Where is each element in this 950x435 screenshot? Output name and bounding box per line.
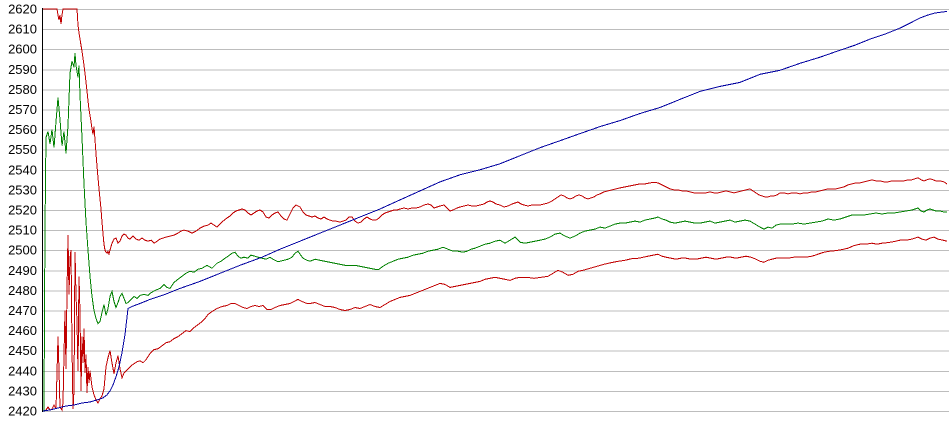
y-axis-label: 2510 [8,223,37,238]
y-axis-label: 2450 [8,343,37,358]
y-axis-label: 2420 [8,404,37,419]
y-axis-label: 2580 [8,82,37,97]
y-axis-label: 2520 [8,203,37,218]
y-axis-label: 2490 [8,263,37,278]
y-axis-label: 2430 [8,383,37,398]
y-axis-label: 2460 [8,323,37,338]
series-upper-band-line [43,8,948,256]
y-axis-label: 2560 [8,122,37,137]
y-axis-label: 2540 [8,162,37,177]
series-lower-band-line [43,235,948,412]
y-axis-label: 2500 [8,243,37,258]
y-axis-label: 2620 [8,2,37,17]
y-axis-label: 2610 [8,22,37,37]
y-axis-label: 2590 [8,62,37,77]
y-axis-label: 2440 [8,363,37,378]
y-axis-label: 2530 [8,182,37,197]
y-axis-label: 2600 [8,42,37,57]
y-axis-label: 2470 [8,303,37,318]
y-axis-label: 2480 [8,283,37,298]
y-axis-label: 2570 [8,102,37,117]
series-trend-line [42,10,948,412]
y-axis-label: 2550 [8,142,37,157]
series-average-line [43,53,947,412]
